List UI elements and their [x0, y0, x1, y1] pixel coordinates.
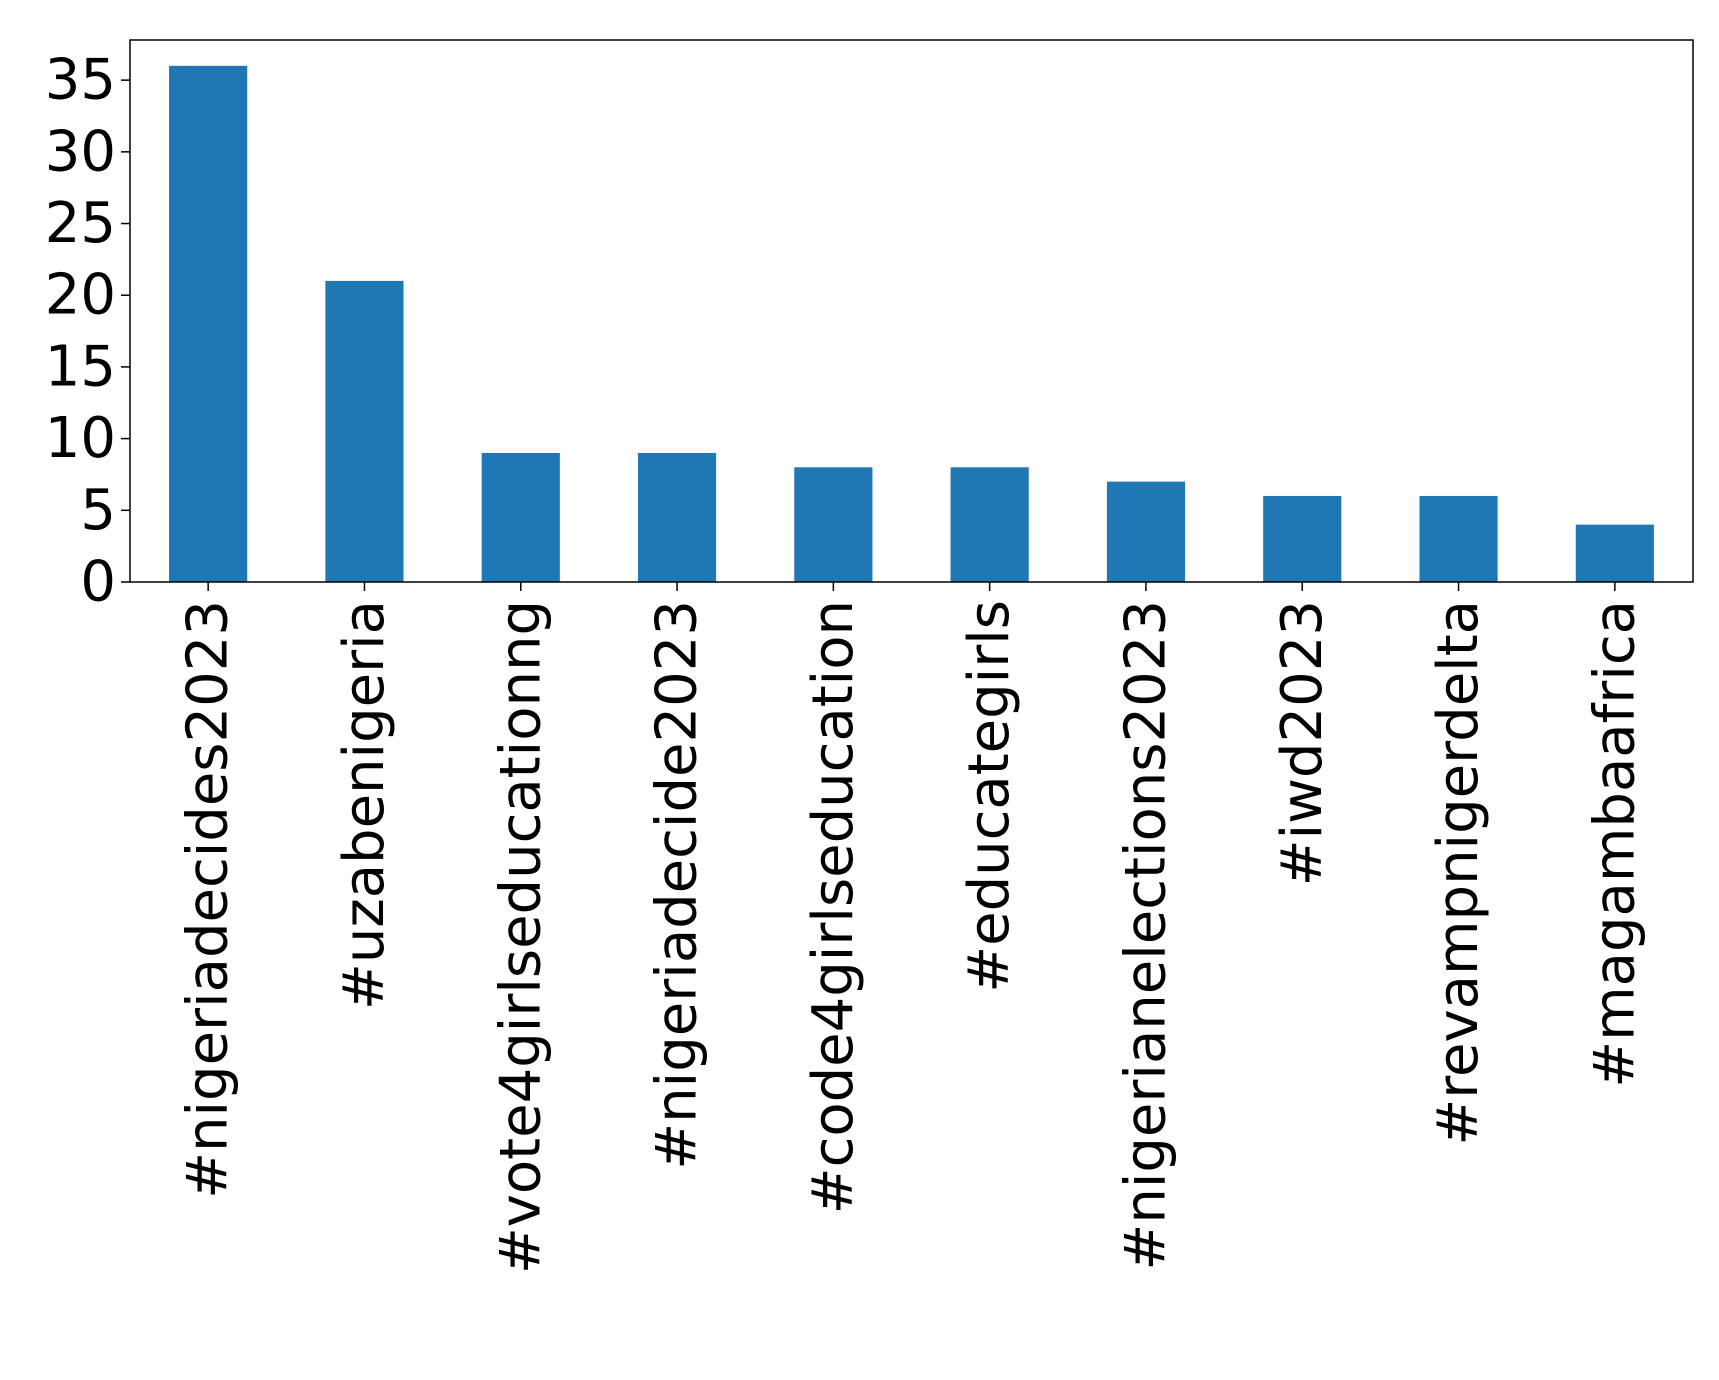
- bar-nigerianelections2023: [1106, 481, 1186, 582]
- x-axis: #nigeriadecides2023 #uzabenigeria #vote4gi…: [176, 582, 1647, 1274]
- bar-code4girlseducation: [794, 467, 873, 582]
- x-tick-label: #educategirls: [957, 600, 1022, 993]
- x-tick-label: #nigeriadecide2023: [645, 600, 710, 1170]
- bar-magambaafrica: [1575, 524, 1654, 582]
- x-tick-label: #magambaafrica: [1582, 600, 1647, 1088]
- bars-group: [169, 65, 1654, 583]
- bar-nigeriadecides2023: [169, 65, 248, 583]
- y-tick-label: 0: [80, 550, 116, 615]
- x-tick-label: #uzabenigeria: [332, 600, 397, 1010]
- y-tick-label: 30: [45, 119, 116, 184]
- x-tick-label: #code4girlseducation: [801, 600, 866, 1214]
- bar-revampnigerdelta: [1419, 495, 1498, 582]
- y-tick-label: 10: [45, 406, 116, 471]
- x-tick-label: #vote4girlseducationng: [488, 600, 553, 1274]
- x-tick-label: #nigeriadecides2023: [176, 600, 241, 1199]
- y-tick-label: 35: [45, 48, 116, 113]
- x-tick-label: #iwd2023: [1270, 600, 1335, 886]
- bar-educategirls: [950, 467, 1029, 582]
- y-tick-label: 5: [80, 478, 116, 543]
- x-tick-label: #nigerianelections2023: [1113, 600, 1178, 1271]
- x-tick-label: #revampnigerdelta: [1426, 600, 1491, 1146]
- bar-iwd2023: [1263, 495, 1342, 582]
- bar-uzabenigeria: [325, 280, 404, 582]
- plot-frame: [129, 39, 1694, 583]
- y-tick-label: 25: [45, 191, 116, 256]
- bar-vote4girlseducationng: [481, 452, 560, 582]
- bar-nigeriadecide2023: [637, 452, 717, 582]
- y-tick-label: 20: [45, 263, 116, 328]
- y-tick-label: 15: [45, 334, 116, 399]
